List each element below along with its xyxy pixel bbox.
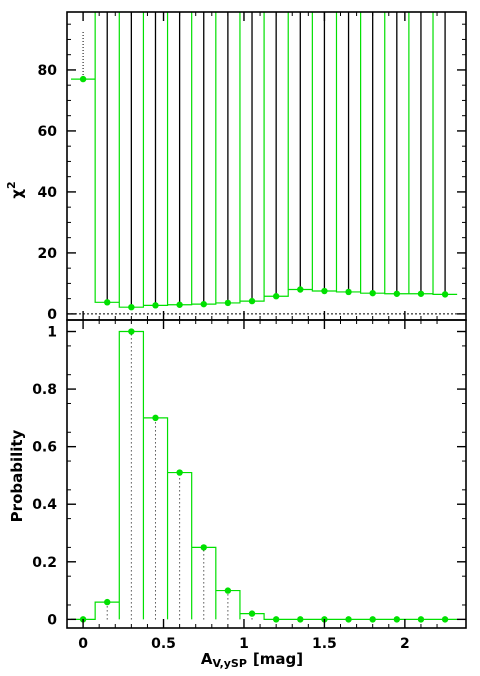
probability-point [417, 616, 425, 623]
y-tick-label-20: 20 [38, 246, 58, 262]
chi-square-point [224, 299, 232, 307]
chi-symbol: χ [8, 189, 26, 199]
bottom-y-tick-labels: 0 0.2 0.4 0.6 0.8 1 [32, 325, 57, 629]
probability-point [128, 328, 135, 335]
probability-panel: 0 0.2 0.4 0.6 0.8 1 0 0.5 1 1.5 2 Probab… [8, 12, 467, 670]
x-axis-unit: [mag] [253, 650, 303, 668]
chi-square-point [297, 286, 304, 293]
probability-point [104, 598, 111, 606]
chi-square-point [369, 289, 376, 297]
chi-square-axis-title: χ2 [5, 181, 26, 198]
y-tick-label-0: 0 [47, 307, 57, 323]
x-tick-label-0: 0 [78, 636, 88, 652]
chi-superscript: 2 [5, 181, 18, 189]
x-tick-label-2: 2 [400, 636, 410, 652]
probability-histogram-step [71, 330, 458, 620]
bottom-plot-frame [66, 319, 467, 629]
chi-square-marks [71, 12, 458, 311]
x-tick-label-1.5: 1.5 [312, 636, 337, 652]
y-tick-label-p02: 0.2 [32, 555, 57, 571]
chi-square-point [393, 290, 401, 297]
chi-square-point [104, 299, 111, 306]
top-y-ticks [67, 23, 466, 315]
x-ticks [82, 12, 438, 628]
y-tick-label-60: 60 [38, 124, 58, 140]
probability-point [345, 616, 352, 623]
chi-square-point [272, 293, 280, 300]
chi-square-point [152, 302, 159, 309]
probability-point [369, 616, 376, 623]
probability-point [152, 414, 159, 422]
chi-square-point [345, 288, 352, 296]
y-tick-label-80: 80 [38, 63, 58, 79]
chi-square-panel: 0 20 40 60 80 χ2 [5, 11, 467, 323]
chi-square-point [417, 290, 425, 297]
x-axis-main: A [201, 650, 213, 668]
probability-point [248, 610, 256, 617]
probability-axis-title: Probability [8, 429, 26, 522]
probability-point [393, 616, 401, 623]
chi-square-point [321, 287, 328, 295]
y-tick-label-p1: 1 [47, 325, 57, 341]
probability-point [200, 544, 207, 551]
chi-square-point [200, 300, 207, 308]
chi-square-point [176, 301, 183, 308]
chi-square-point [248, 297, 256, 305]
y-tick-label-p06: 0.6 [32, 440, 57, 456]
chi-square-point [79, 75, 87, 83]
y-tick-label-p0: 0 [47, 612, 57, 628]
x-axis-title: AV,ySP [mag] [201, 650, 303, 670]
y-tick-label-p08: 0.8 [32, 382, 57, 398]
probability-point [441, 616, 449, 623]
chi-square-histogram-step [71, 12, 458, 308]
y-tick-label-40: 40 [38, 185, 58, 201]
bottom-y-ticks [67, 330, 466, 621]
x-tick-label-1: 1 [239, 636, 249, 652]
y-tick-label-p04: 0.4 [32, 497, 57, 513]
x-axis-subscript: V,ySP [212, 657, 246, 670]
probability-point [272, 616, 280, 623]
top-y-tick-labels: 0 20 40 60 80 [38, 63, 58, 323]
x-tick-label-0.5: 0.5 [151, 636, 176, 652]
probability-marks [71, 328, 458, 623]
probability-point [297, 616, 304, 623]
probability-point [224, 587, 232, 594]
probability-point [176, 469, 183, 476]
chi-square-point [128, 303, 135, 311]
x-tick-labels: 0 0.5 1 1.5 2 [78, 636, 410, 652]
chi-square-point [441, 291, 449, 298]
top-plot-frame [66, 11, 467, 321]
